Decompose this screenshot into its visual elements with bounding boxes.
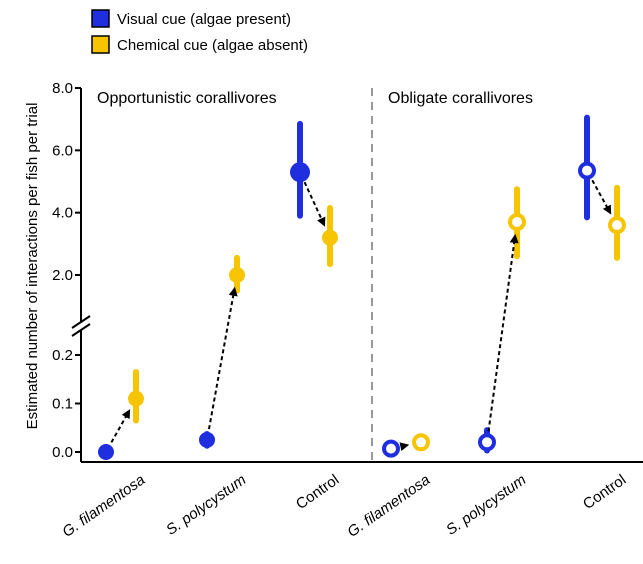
y-tick-label: 4.0 <box>52 205 73 222</box>
change-arrow <box>591 179 610 210</box>
y-tick-label: 8.0 <box>52 80 73 97</box>
change-arrow <box>207 292 235 430</box>
y-tick-label: 0.1 <box>52 396 73 413</box>
change-arrow-head <box>602 204 612 215</box>
category-label: G. filamentosa <box>344 471 433 540</box>
category-label: G. filamentosa <box>59 471 148 540</box>
point-chemical <box>508 213 526 232</box>
change-arrow-head <box>399 442 410 452</box>
point-visual <box>199 431 215 448</box>
change-arrow-head <box>228 286 238 297</box>
point-chemical <box>608 216 626 235</box>
point-chemical <box>412 433 430 452</box>
legend-label-visual: Visual cue (algae present) <box>117 11 291 28</box>
y-tick-label: 6.0 <box>52 142 73 159</box>
category-label: Control <box>580 471 629 513</box>
point-visual <box>578 161 596 180</box>
change-arrow <box>303 181 324 222</box>
y-tick-label: 0.2 <box>52 347 73 364</box>
legend-swatch-visual <box>91 9 110 28</box>
legend-swatch-chemical <box>91 35 110 54</box>
category-label: S. polycystum <box>163 471 249 538</box>
axes <box>71 88 643 463</box>
data-layer <box>98 114 626 460</box>
axis-break-mark <box>71 323 91 337</box>
y-axis-label: Estimated number of interactions per fis… <box>24 103 41 430</box>
legend-label-chemical: Chemical cue (algae absent) <box>117 37 308 54</box>
axis-break-mark <box>71 315 91 329</box>
y-tick-label: 2.0 <box>52 267 73 284</box>
change-arrow-head <box>509 233 519 244</box>
panel-title-obligate: Obligate corallivores <box>388 90 533 107</box>
change-arrow-head <box>121 409 131 420</box>
point-visual <box>478 433 496 452</box>
panel-title-opportunistic: Opportunistic corallivores <box>97 90 277 107</box>
category-labels: G. filamentosa S. polycystum Control G. fil… <box>59 471 629 540</box>
category-label: S. polycystum <box>443 471 529 538</box>
point-visual <box>290 162 310 183</box>
change-arrow-head <box>317 216 326 227</box>
point-chemical <box>128 390 144 407</box>
point-visual <box>382 439 400 458</box>
point-visual <box>98 444 114 460</box>
y-tick-label: 0.0 <box>52 444 73 461</box>
y-ticks: 0.0 0.1 0.2 2.0 4.0 6.0 8.0 <box>52 80 81 461</box>
point-chemical <box>229 267 245 283</box>
point-chemical <box>322 229 338 246</box>
change-arrow <box>110 413 129 443</box>
category-label: Control <box>293 471 342 513</box>
legend: Visual cue (algae present) Chemical cue … <box>91 9 308 54</box>
change-arrow <box>487 239 516 432</box>
